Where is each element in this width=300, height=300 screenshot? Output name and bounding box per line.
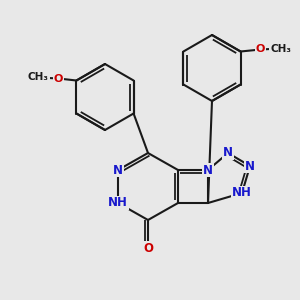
Text: CH₃: CH₃ <box>28 73 49 82</box>
Text: NH: NH <box>108 196 128 209</box>
Text: N: N <box>113 164 123 176</box>
Text: O: O <box>143 242 153 254</box>
Text: N: N <box>223 146 233 160</box>
Text: CH₃: CH₃ <box>270 44 291 53</box>
Text: NH: NH <box>232 187 252 200</box>
Text: O: O <box>256 44 265 55</box>
Text: N: N <box>245 160 255 172</box>
Text: O: O <box>54 74 63 83</box>
Text: N: N <box>203 164 213 176</box>
